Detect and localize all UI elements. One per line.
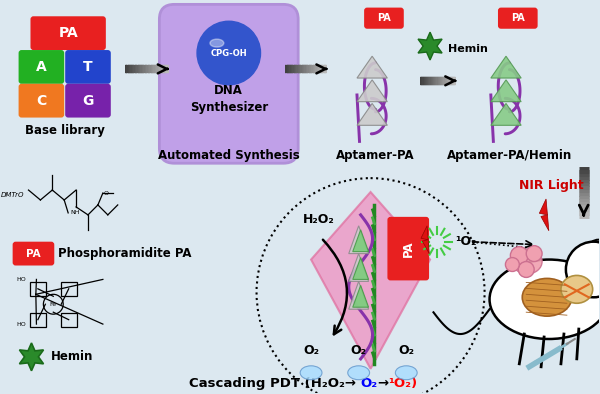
- Text: Hemin: Hemin: [448, 44, 488, 54]
- Text: PA: PA: [402, 240, 415, 257]
- Text: H₂O₂: H₂O₂: [303, 213, 335, 226]
- FancyBboxPatch shape: [160, 4, 298, 163]
- Circle shape: [518, 262, 534, 277]
- Text: Hemin: Hemin: [52, 350, 94, 363]
- FancyBboxPatch shape: [19, 50, 64, 84]
- Polygon shape: [357, 56, 388, 78]
- Text: Aptamer-PA: Aptamer-PA: [336, 149, 415, 162]
- Text: Automated Synthesis: Automated Synthesis: [158, 149, 299, 162]
- Text: O: O: [104, 191, 109, 195]
- Text: Aptamer-PA/Hemin: Aptamer-PA/Hemin: [447, 149, 572, 162]
- Ellipse shape: [512, 249, 542, 274]
- Text: PA: PA: [26, 249, 41, 258]
- FancyBboxPatch shape: [19, 84, 64, 117]
- FancyBboxPatch shape: [388, 217, 429, 281]
- Polygon shape: [491, 104, 521, 125]
- Text: →: →: [379, 377, 394, 390]
- Text: NH: NH: [70, 210, 80, 216]
- Text: Fe: Fe: [50, 302, 57, 307]
- Text: CPG-OH: CPG-OH: [211, 48, 247, 58]
- Text: DMTrO: DMTrO: [1, 192, 24, 198]
- Polygon shape: [491, 56, 521, 78]
- Text: O₂: O₂: [361, 377, 378, 390]
- Text: DNA
Synthesizer: DNA Synthesizer: [190, 84, 268, 114]
- Text: PA: PA: [58, 26, 78, 40]
- Text: O₂: O₂: [398, 344, 414, 357]
- Ellipse shape: [300, 366, 322, 380]
- Ellipse shape: [522, 279, 572, 316]
- Polygon shape: [311, 192, 430, 369]
- Text: HO: HO: [17, 322, 26, 327]
- Polygon shape: [349, 226, 368, 254]
- FancyBboxPatch shape: [65, 50, 111, 84]
- Circle shape: [197, 21, 260, 85]
- Polygon shape: [353, 285, 368, 307]
- Ellipse shape: [395, 366, 417, 380]
- Ellipse shape: [589, 240, 600, 256]
- Text: A: A: [36, 60, 47, 74]
- Ellipse shape: [348, 366, 370, 380]
- Polygon shape: [491, 80, 521, 102]
- Polygon shape: [349, 254, 368, 281]
- Circle shape: [566, 242, 600, 297]
- FancyBboxPatch shape: [498, 7, 538, 29]
- Ellipse shape: [490, 260, 600, 339]
- FancyBboxPatch shape: [13, 242, 54, 266]
- Polygon shape: [357, 80, 388, 102]
- Text: PA: PA: [377, 13, 391, 23]
- Text: Base library: Base library: [25, 124, 105, 137]
- Polygon shape: [349, 281, 368, 309]
- Polygon shape: [421, 226, 429, 254]
- Text: O₂: O₂: [350, 344, 367, 357]
- Polygon shape: [353, 258, 368, 279]
- FancyBboxPatch shape: [364, 7, 404, 29]
- Text: G: G: [82, 94, 94, 108]
- Text: HO: HO: [17, 277, 26, 282]
- FancyBboxPatch shape: [31, 16, 106, 50]
- Text: ¹O₂: ¹O₂: [455, 235, 476, 248]
- FancyBboxPatch shape: [65, 84, 111, 117]
- Polygon shape: [357, 104, 388, 125]
- Text: T: T: [83, 60, 93, 74]
- Text: PA: PA: [511, 13, 524, 23]
- Text: Phosphoramidite PA: Phosphoramidite PA: [58, 247, 192, 260]
- Text: Cascading PDT (H₂O₂→: Cascading PDT (H₂O₂→: [189, 377, 361, 390]
- Polygon shape: [19, 343, 43, 371]
- Circle shape: [526, 245, 542, 262]
- Circle shape: [505, 258, 519, 271]
- Text: ¹O₂): ¹O₂): [388, 377, 418, 390]
- Text: NIR Light: NIR Light: [519, 178, 583, 191]
- Ellipse shape: [561, 275, 593, 303]
- Text: C: C: [36, 94, 47, 108]
- Text: O₂: O₂: [303, 344, 319, 357]
- Polygon shape: [353, 230, 368, 252]
- Ellipse shape: [210, 39, 224, 47]
- Polygon shape: [418, 32, 442, 60]
- Circle shape: [511, 247, 528, 264]
- Polygon shape: [539, 199, 549, 231]
